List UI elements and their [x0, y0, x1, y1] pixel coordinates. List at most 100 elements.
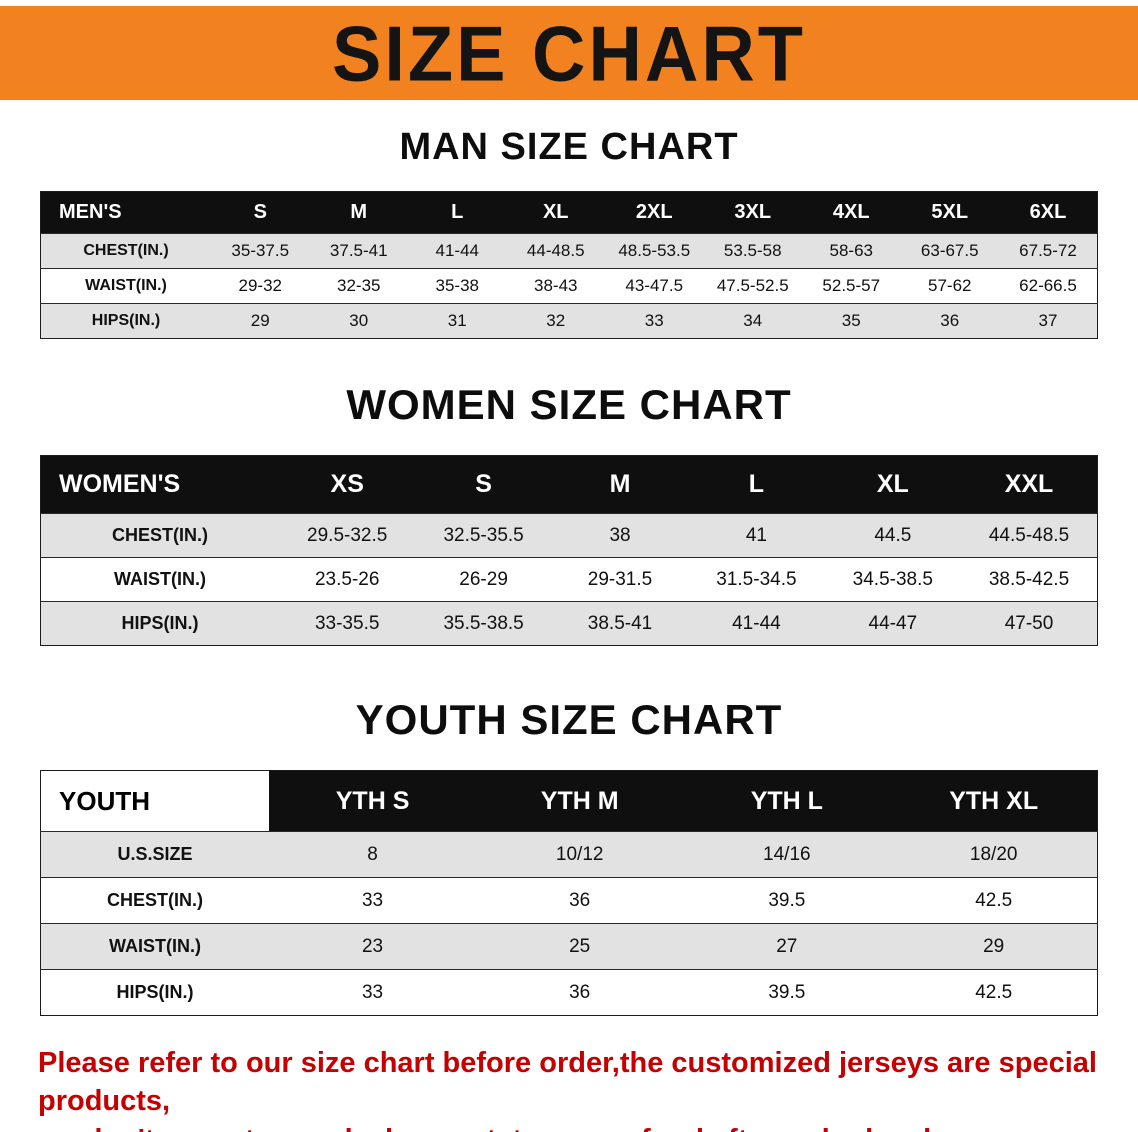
row-label: CHEST(IN.): [40, 513, 279, 558]
size-value-cell: 33: [605, 303, 704, 339]
size-value-cell: 23.5-26: [279, 557, 416, 602]
size-value-cell: 29-32: [211, 268, 310, 304]
table-row: U.S.SIZE 8 10/12 14/16 18/20: [40, 831, 1098, 878]
men-section-title: MAN SIZE CHART: [399, 126, 739, 168]
size-value-cell: 31.5-34.5: [688, 557, 825, 602]
size-chart-page: SIZE CHART MAN SIZE CHART MEN'S S M L XL 2XL 3…: [0, 6, 1138, 1132]
row-label: CHEST(IN.): [40, 233, 211, 269]
size-column-header: L: [688, 455, 825, 514]
size-value-cell: 32.5-35.5: [415, 513, 552, 558]
size-value-cell: 42.5: [890, 969, 1098, 1016]
table-row: WAIST(IN.) 23.5-26 26-29 29-31.5 31.5-34.5 34…: [40, 557, 1098, 602]
size-value-cell: 35-37.5: [211, 233, 310, 269]
table-row: WAIST(IN.) 23 25 27 29: [40, 923, 1098, 970]
size-column-header: XL: [506, 191, 605, 234]
row-label: WAIST(IN.): [40, 268, 211, 304]
size-value-cell: 43-47.5: [605, 268, 704, 304]
size-value-cell: 29.5-32.5: [279, 513, 416, 558]
size-value-cell: 62-66.5: [999, 268, 1098, 304]
size-column-header: 6XL: [999, 191, 1098, 234]
men-size-table: MEN'S S M L XL 2XL 3XL 4XL 5XL 6XL CHEST(IN.) 35-37…: [40, 191, 1098, 339]
size-value-cell: 14/16: [683, 831, 891, 878]
size-column-header: S: [211, 191, 310, 234]
size-column-header: L: [408, 191, 507, 234]
size-column-header: M: [309, 191, 408, 234]
women-section-title: WOMEN SIZE CHART: [346, 381, 792, 428]
size-value-cell: 31: [408, 303, 507, 339]
page-title: SIZE CHART: [332, 9, 806, 97]
section-women: WOMEN SIZE CHART WOMEN'S XS S M L XL XXL CHEST(…: [0, 381, 1138, 646]
size-value-cell: 29: [211, 303, 310, 339]
table-title-cell: MEN'S: [40, 191, 211, 234]
size-value-cell: 34: [703, 303, 802, 339]
size-column-header: XXL: [961, 455, 1098, 514]
size-value-cell: 39.5: [683, 877, 891, 924]
youth-section-title: YOUTH SIZE CHART: [355, 696, 783, 743]
size-column-header: 2XL: [605, 191, 704, 234]
size-value-cell: 38: [551, 513, 689, 558]
size-value-cell: 44.5-48.5: [961, 513, 1098, 558]
size-value-cell: 41-44: [408, 233, 507, 269]
size-value-cell: 44.5: [824, 513, 962, 558]
size-value-cell: 30: [309, 303, 408, 339]
size-value-cell: 63-67.5: [900, 233, 999, 269]
size-value-cell: 32-35: [309, 268, 408, 304]
size-value-cell: 58-63: [802, 233, 901, 269]
table-title-cell: WOMEN'S: [40, 455, 279, 514]
table-row: CHEST(IN.) 33 36 39.5 42.5: [40, 877, 1098, 924]
size-column-header: M: [551, 455, 689, 514]
size-value-cell: 42.5: [890, 877, 1098, 924]
row-label: HIPS(IN.): [40, 601, 279, 646]
size-column-header: 4XL: [802, 191, 901, 234]
size-value-cell: 47.5-52.5: [703, 268, 802, 304]
size-value-cell: 36: [476, 969, 684, 1016]
size-value-cell: 52.5-57: [802, 268, 901, 304]
size-value-cell: 18/20: [890, 831, 1098, 878]
table-header-row: YOUTH YTH S YTH M YTH L YTH XL: [40, 770, 1098, 832]
row-label: WAIST(IN.): [40, 557, 279, 602]
disclaimer: Please refer to our size chart before or…: [38, 1044, 1100, 1132]
size-value-cell: 33: [269, 969, 477, 1016]
size-column-header: XS: [279, 455, 416, 514]
size-value-cell: 47-50: [961, 601, 1098, 646]
size-column-header: YTH S: [269, 770, 477, 832]
size-column-header: YTH XL: [890, 770, 1098, 832]
disclaimer-line-1: Please refer to our size chart before or…: [38, 1047, 1097, 1118]
size-value-cell: 35.5-38.5: [415, 601, 552, 646]
row-label: WAIST(IN.): [40, 923, 269, 970]
size-column-header: YTH L: [683, 770, 891, 832]
size-column-header: 3XL: [703, 191, 802, 234]
size-value-cell: 39.5: [683, 969, 891, 1016]
size-value-cell: 33-35.5: [279, 601, 416, 646]
size-value-cell: 44-48.5: [506, 233, 605, 269]
size-value-cell: 48.5-53.5: [605, 233, 704, 269]
youth-size-table: YOUTH YTH S YTH M YTH L YTH XL U.S.SIZE 8 10/12…: [40, 770, 1098, 1016]
table-row: HIPS(IN.) 33-35.5 35.5-38.5 38.5-41 41-44 44-…: [40, 601, 1098, 646]
size-value-cell: 23: [269, 923, 477, 970]
table-row: CHEST(IN.) 35-37.5 37.5-41 41-44 44-48.5 48.5…: [40, 233, 1098, 269]
size-value-cell: 8: [269, 831, 477, 878]
table-row: WAIST(IN.) 29-32 32-35 35-38 38-43 43-47.5 47.…: [40, 268, 1098, 304]
size-value-cell: 57-62: [900, 268, 999, 304]
table-title-cell: YOUTH: [40, 770, 269, 832]
size-value-cell: 37: [999, 303, 1098, 339]
size-value-cell: 25: [476, 923, 684, 970]
size-value-cell: 27: [683, 923, 891, 970]
size-value-cell: 67.5-72: [999, 233, 1098, 269]
section-men: MAN SIZE CHART MEN'S S M L XL 2XL 3XL 4XL 5XL 6XL…: [0, 126, 1138, 339]
size-value-cell: 29: [890, 923, 1098, 970]
women-size-table: WOMEN'S XS S M L XL XXL CHEST(IN.) 29.5-32.5 32.5…: [40, 455, 1098, 646]
size-value-cell: 37.5-41: [309, 233, 408, 269]
table-row: HIPS(IN.) 29 30 31 32 33 34 35 36 37: [40, 303, 1098, 339]
table-row: CHEST(IN.) 29.5-32.5 32.5-35.5 38 41 44.5 44.5…: [40, 513, 1098, 558]
banner: SIZE CHART: [0, 6, 1138, 100]
size-value-cell: 32: [506, 303, 605, 339]
size-value-cell: 44-47: [824, 601, 962, 646]
size-value-cell: 53.5-58: [703, 233, 802, 269]
size-value-cell: 26-29: [415, 557, 552, 602]
size-value-cell: 41-44: [688, 601, 825, 646]
section-youth: YOUTH SIZE CHART YOUTH YTH S YTH M YTH L YTH…: [0, 696, 1138, 1016]
row-label: U.S.SIZE: [40, 831, 269, 878]
size-value-cell: 38.5-41: [551, 601, 689, 646]
size-value-cell: 41: [688, 513, 825, 558]
